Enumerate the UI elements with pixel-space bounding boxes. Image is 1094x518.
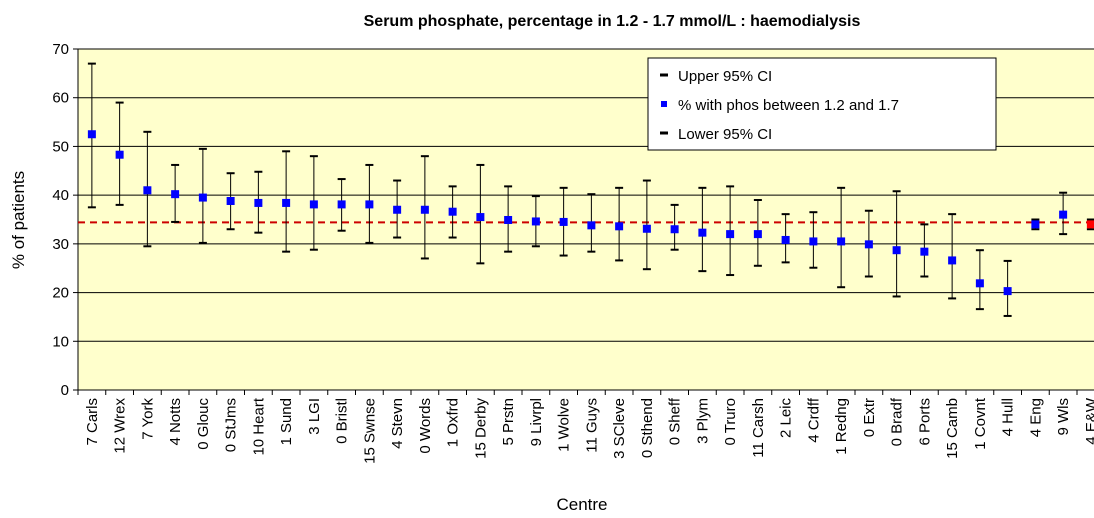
point [337,200,346,209]
x-tick-label: 0 Glouc [195,398,212,450]
point [587,221,596,230]
point [365,200,374,209]
y-tick-label: 30 [52,236,69,253]
point [753,230,762,239]
point [1086,220,1094,229]
x-tick-label: 4 Hull [1000,398,1017,436]
legend: Upper 95% CI % with phos between 1.2 and … [647,57,997,151]
y-tick-label: 10 [52,333,69,350]
x-tick-label: 4 E&W [1083,397,1094,445]
point [1059,210,1068,219]
x-tick-label: 2 Leic [778,398,795,439]
point [504,215,513,224]
legend-swatch [661,101,667,107]
x-tick-label: 0 Words [417,398,434,454]
x-tick-label: 11 Guys [583,398,600,453]
x-tick-label: 3 Plym [694,398,711,444]
x-tick-label: 7 York [139,398,156,440]
point [531,217,540,226]
legend-label: Upper 95% CI [678,68,772,85]
x-tick-label: 1 Oxfrd [445,398,462,447]
y-tick-label: 50 [52,138,69,155]
point [1003,287,1012,296]
x-tick-label: 10 Heart [250,397,267,455]
x-tick-label: 4 Crdff [805,397,822,443]
point [698,228,707,237]
x-tick-label: 1 Sund [278,398,295,446]
x-tick-label: 15 Swnse [361,398,378,464]
point [115,150,124,159]
point [448,207,457,216]
point [420,205,429,214]
x-tick-label: 12 Wrex [112,398,129,454]
point [670,225,679,234]
point [1031,220,1040,229]
point [309,200,318,209]
x-tick-label: 4 Notts [167,398,184,446]
x-tick-label: 15 Camb [944,398,961,459]
point [559,217,568,226]
point [393,205,402,214]
legend-box [647,57,997,151]
point [864,240,873,249]
x-tick-label: 1 Wolve [556,398,573,452]
point [726,230,735,239]
x-tick-label: 9 Livrpl [528,398,545,446]
point [198,193,207,202]
x-tick-label: 0 Truro [722,398,739,446]
point [476,213,485,222]
x-tick-label: 0 Bradf [889,397,906,446]
x-tick-label: 7 Carls [84,398,101,446]
point [809,237,818,246]
point [642,224,651,233]
x-tick-label: 6 Ports [916,398,933,446]
x-tick-label: 0 StJms [223,398,240,452]
point [975,279,984,288]
x-tick-label: 11 Carsh [750,398,767,458]
legend-label: Lower 95% CI [678,126,772,143]
x-tick-label: 15 Derby [472,398,489,459]
y-tick-label: 40 [52,187,69,204]
point [837,237,846,246]
x-tick-label: 3 SCleve [611,398,628,459]
x-tick-label: 9 Wls [1055,398,1072,436]
x-tick-label: 1 Redng [833,398,850,455]
point [781,235,790,244]
y-tick-label: 60 [52,90,69,107]
x-tick-label: 3 LGI [306,398,323,435]
point [143,186,152,195]
x-tick-label: 0 Sthend [639,398,656,458]
x-tick-label: 4 Stevn [389,398,406,449]
y-tick-label: 20 [52,285,69,302]
point [171,190,180,199]
x-tick-label: 4 Eng [1027,398,1044,437]
x-axis-label: Centre [556,495,607,514]
x-tick-label: 0 Sheff [667,397,684,445]
point [87,130,96,139]
x-tick-label: 5 Prstn [500,398,517,446]
point [948,256,957,265]
y-tick-label: 0 [61,382,69,399]
point [226,196,235,205]
point [282,198,291,207]
point [254,198,263,207]
y-tick-label: 70 [52,41,69,58]
x-tick-label: 0 Extr [861,398,878,437]
legend-label: % with phos between 1.2 and 1.7 [678,97,899,114]
x-tick-label: 1 Covnt [972,397,989,450]
chart-title: Serum phosphate, percentage in 1.2 - 1.7… [364,13,861,30]
point [920,247,929,256]
point [892,246,901,255]
point [615,222,624,231]
y-axis-label: % of patients [9,171,28,269]
x-tick-label: 0 Bristl [334,398,351,444]
